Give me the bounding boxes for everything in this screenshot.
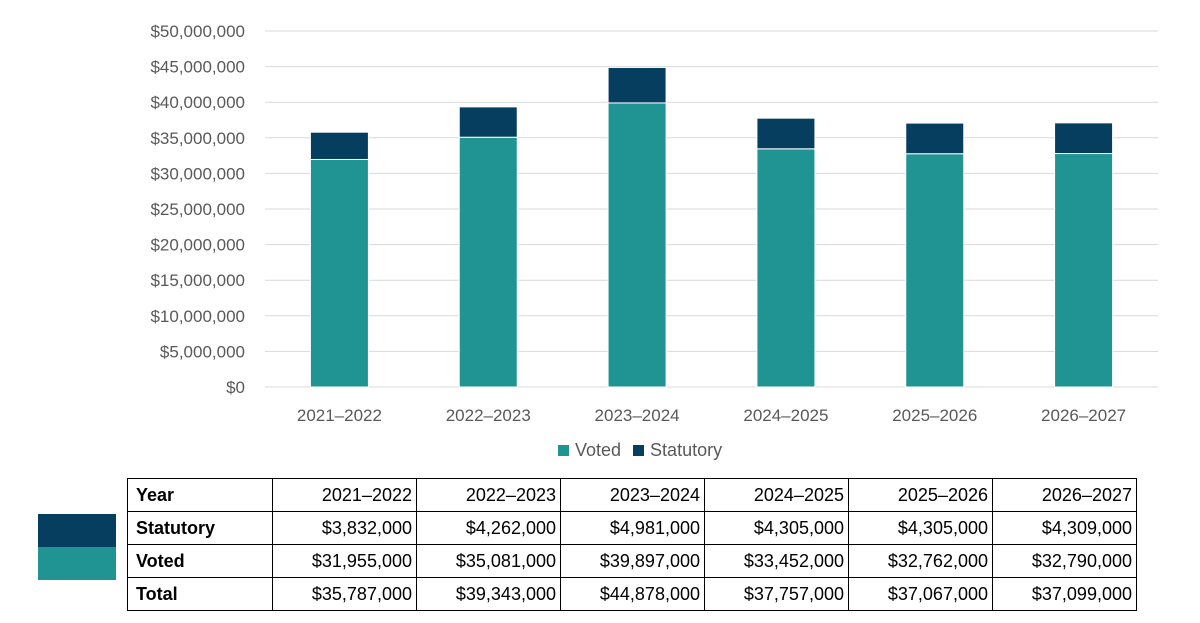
table-swatch-voted xyxy=(38,547,116,580)
table-swatch-statutory xyxy=(38,514,116,547)
table-header-label: Year xyxy=(127,478,273,512)
y-tick-label: $35,000,000 xyxy=(150,129,245,148)
legend-swatch-voted xyxy=(558,445,569,456)
table-cell: $39,343,000 xyxy=(416,577,561,611)
bar-statutory xyxy=(607,66,667,104)
table-row-label: Voted xyxy=(127,544,273,578)
table-row-total: Total $35,787,000 $39,343,000 $44,878,00… xyxy=(127,577,1137,611)
table-row-label: Statutory xyxy=(127,511,273,545)
bar-voted xyxy=(905,153,965,388)
x-tick-label: 2021–2022 xyxy=(297,406,382,425)
table-cell: $4,981,000 xyxy=(560,511,705,545)
table-cell: $39,897,000 xyxy=(560,544,705,578)
table-year: 2026–2027 xyxy=(992,478,1137,512)
legend-label-voted: Voted xyxy=(575,440,622,460)
table-cell: $33,452,000 xyxy=(704,544,849,578)
chart-legend: Voted Statutory xyxy=(558,440,734,461)
table-cell: $32,762,000 xyxy=(848,544,993,578)
table-cell: $4,305,000 xyxy=(704,511,849,545)
table-year: 2022–2023 xyxy=(416,478,561,512)
y-tick-label: $0 xyxy=(226,378,245,397)
x-tick-label: 2025–2026 xyxy=(892,406,977,425)
table-cell: $37,757,000 xyxy=(704,577,849,611)
x-tick-label: 2022–2023 xyxy=(446,406,531,425)
table-cell: $35,787,000 xyxy=(272,577,417,611)
table-cell: $37,099,000 xyxy=(992,577,1137,611)
bar-statutory xyxy=(309,131,369,160)
table-cell: $4,305,000 xyxy=(848,511,993,545)
bar-voted xyxy=(607,102,667,388)
table-cell: $44,878,000 xyxy=(560,577,705,611)
x-tick-label: 2023–2024 xyxy=(595,406,680,425)
bar-voted xyxy=(1054,153,1114,388)
bar-statutory xyxy=(756,117,816,150)
y-tick-label: $15,000,000 xyxy=(150,271,245,290)
x-tick-label: 2026–2027 xyxy=(1041,406,1126,425)
table-year: 2021–2022 xyxy=(272,478,417,512)
stacked-bar-chart: $0 $5,000,000 $10,000,000 $15,000,000 $20,00… xyxy=(150,22,1158,425)
legend-item-statutory: Statutory xyxy=(633,440,722,461)
y-tick-label: $5,000,000 xyxy=(160,342,245,361)
table-cell: $35,081,000 xyxy=(416,544,561,578)
table-row-statutory: Statutory $3,832,000 $4,262,000 $4,981,0… xyxy=(127,511,1137,545)
legend-label-statutory: Statutory xyxy=(650,440,723,460)
y-tick-label: $25,000,000 xyxy=(150,200,245,219)
table-year: 2025–2026 xyxy=(848,478,993,512)
table-cell: $3,832,000 xyxy=(272,511,417,545)
y-tick-label: $20,000,000 xyxy=(150,236,245,255)
bar-voted xyxy=(309,158,369,388)
bar-voted xyxy=(756,148,816,388)
data-table: Year 2021–2022 2022–2023 2023–2024 2024–… xyxy=(127,478,1137,611)
table-cell: $4,309,000 xyxy=(992,511,1137,545)
table-row-voted: Voted $31,955,000 $35,081,000 $39,897,00… xyxy=(127,544,1137,578)
y-tick-label: $40,000,000 xyxy=(150,93,245,112)
legend-item-voted: Voted xyxy=(558,440,621,461)
table-year: 2024–2025 xyxy=(704,478,849,512)
y-tick-label: $50,000,000 xyxy=(150,22,245,41)
table-year: 2023–2024 xyxy=(560,478,705,512)
table-cell: $32,790,000 xyxy=(992,544,1137,578)
legend-swatch-statutory xyxy=(633,445,645,456)
x-tick-label: 2024–2025 xyxy=(743,406,828,425)
y-tick-label: $10,000,000 xyxy=(150,307,245,326)
bar-voted xyxy=(458,136,518,388)
table-cell: $37,067,000 xyxy=(848,577,993,611)
bar-statutory xyxy=(458,106,518,138)
table-row-label: Total xyxy=(127,577,273,611)
table-cell: $4,262,000 xyxy=(416,511,561,545)
bar-statutory xyxy=(905,122,965,155)
y-tick-label: $45,000,000 xyxy=(150,58,245,77)
bar-statutory xyxy=(1054,122,1114,155)
table-header-row: Year 2021–2022 2022–2023 2023–2024 2024–… xyxy=(127,478,1137,512)
y-tick-label: $30,000,000 xyxy=(150,164,245,183)
table-cell: $31,955,000 xyxy=(272,544,417,578)
